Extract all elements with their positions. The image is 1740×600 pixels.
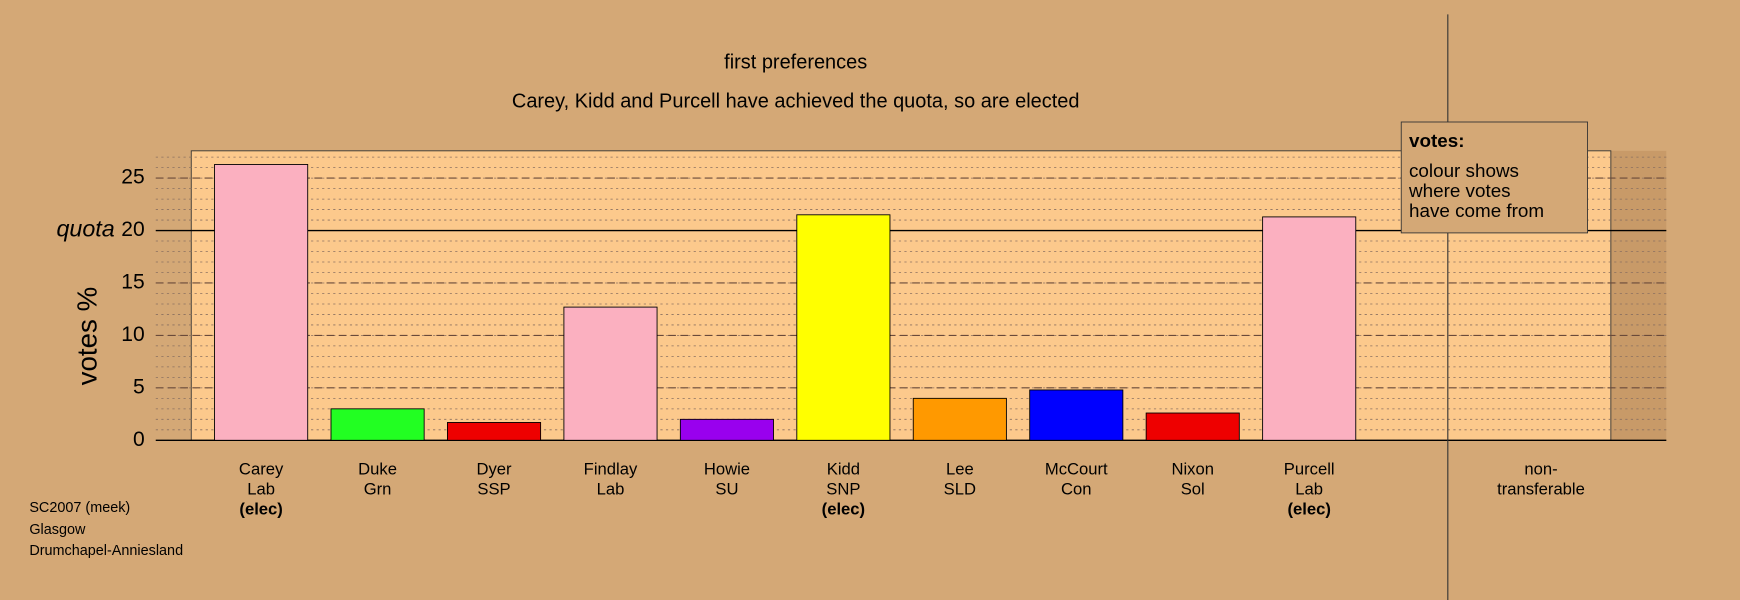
x-tick-label: Sol [1181, 480, 1205, 499]
footer-text: Glasgow [29, 522, 86, 538]
legend-box [1400, 121, 1589, 234]
bar [563, 306, 658, 441]
x-tick-label: Purcell [1284, 460, 1335, 479]
x-tick-label: transferable [1497, 480, 1585, 499]
x-tick-label: Lab [1295, 480, 1323, 499]
x-tick-label: Kidd [827, 460, 860, 479]
x-tick-label: Nixon [1171, 460, 1214, 479]
bar [679, 418, 774, 441]
x-tick-label: Lab [247, 480, 275, 499]
x-tick-label: Lee [946, 460, 974, 479]
bar [214, 164, 309, 441]
plot: 0510152520quotaCareyLab(elec)DukeGrnDyer… [56, 164, 1585, 519]
y-axis-label: votes % [72, 287, 103, 386]
bar [912, 397, 1007, 441]
chart-title: first preferences [724, 51, 867, 73]
quota-label: quota [56, 216, 114, 242]
x-tick-label: (elec) [239, 500, 282, 519]
x-tick-label: Grn [364, 480, 392, 499]
x-tick-label: McCourt [1045, 460, 1108, 479]
x-tick-label: SLD [944, 480, 976, 499]
bar [796, 214, 891, 441]
x-tick-label: Lab [597, 480, 625, 499]
x-tick-label: (elec) [1287, 500, 1330, 519]
legend-text: colour shows [1409, 160, 1519, 181]
x-tick-label: non- [1524, 460, 1557, 479]
y-tick-label: 15 [121, 271, 144, 294]
x-tick-label: Dyer [476, 460, 512, 479]
y-tick-label: 10 [121, 323, 144, 346]
x-tick-label: SSP [477, 480, 510, 499]
chart-subtitle: Carey, Kidd and Purcell have achieved th… [512, 90, 1080, 112]
bar [330, 408, 425, 441]
x-tick-label: SU [715, 480, 738, 499]
bar [1029, 389, 1124, 441]
shade [1610, 150, 1667, 441]
bar [1262, 216, 1357, 441]
y-tick-label: 5 [133, 375, 145, 398]
y-tick-label: 0 [133, 428, 145, 451]
legend-text: have come from [1409, 200, 1544, 221]
y-tick-label: 20 [121, 218, 144, 241]
x-tick-label: Carey [239, 460, 284, 479]
footer-text: Drumchapel-Anniesland [29, 543, 183, 559]
x-tick-label: Findlay [584, 460, 638, 479]
plot-area [190, 150, 1612, 441]
legend-text: where votes [1408, 180, 1511, 201]
y-tick-label: 25 [121, 166, 144, 189]
bar [447, 422, 542, 441]
legend-title: votes: [1409, 130, 1465, 151]
x-tick-label: (elec) [822, 500, 865, 519]
footer-text: SC2007 (meek) [29, 500, 130, 516]
x-tick-label: Howie [704, 460, 750, 479]
bar [1145, 412, 1240, 441]
x-tick-label: Con [1061, 480, 1092, 499]
x-tick-label: SNP [826, 480, 860, 499]
x-tick-label: Duke [358, 460, 397, 479]
